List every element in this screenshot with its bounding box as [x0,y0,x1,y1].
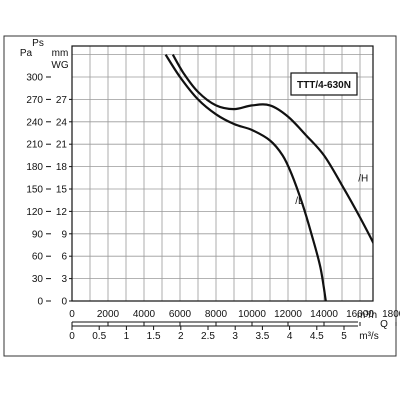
x-primary-tick-label: 2000 [97,309,120,320]
x-secondary-tick-label: 1 [124,331,130,342]
x-secondary-tick-label: 4 [287,331,293,342]
y-secondary-tick-label: 9 [61,229,67,240]
model-label: TTT/4-630N [297,80,351,91]
x-secondary-tick-label: 2 [178,331,184,342]
y-axis-label: Ps [32,38,44,49]
y-primary-tick-label: 60 [32,252,44,263]
y-secondary-unit-mm: mm [52,48,69,59]
x-secondary-tick-label: 5 [341,331,347,342]
x-primary-tick-label: 0 [69,309,75,320]
y-primary-unit: Pa [20,48,33,59]
y-primary-tick-label: 120 [26,207,43,218]
x-primary-tick-label: 16000 [346,309,374,320]
plot-border [71,45,374,302]
y-primary-tick-label: 240 [26,117,43,128]
x-primary-tick-label: 6000 [169,309,192,320]
x-primary-tick-label: 12000 [274,309,302,320]
y-primary-tick-label: 0 [37,297,43,308]
x-primary-tick-label: 8000 [205,309,228,320]
figure-frame [3,35,397,357]
x-secondary-tick-label: 3 [232,331,238,342]
y-primary-tick-label: 30 [32,274,44,285]
x-secondary-tick-label: 0.5 [92,331,106,342]
y-secondary-tick-label: 27 [56,95,68,106]
y-primary-tick-label: 90 [32,229,44,240]
y-secondary-tick-label: 0 [61,297,67,308]
x-secondary-tick-label: 0 [69,331,75,342]
model-label-box [290,72,358,96]
y-secondary-unit-wg: WG [51,60,68,71]
y-secondary-tick-label: 12 [56,207,68,218]
curve-label-h: /H [358,174,368,185]
y-secondary-tick-label: 18 [56,162,68,173]
y-primary-tick-label: 300 [26,73,43,84]
x-axis-letter: Q [380,319,388,330]
x-secondary-tick-label: 4.5 [310,331,324,342]
x-secondary-tick-label: 3.5 [255,331,269,342]
y-primary-tick-label: 210 [26,140,43,151]
x-primary-unit: m³/h [357,310,377,321]
fan-curve-l [164,54,327,301]
x-secondary-tick-label: 2.5 [201,331,215,342]
y-secondary-tick-label: 3 [61,274,67,285]
x-primary-tick-label: 10000 [238,309,266,320]
curve-label-l: /L [295,196,304,207]
y-primary-tick-label: 150 [26,185,43,196]
axis-layer: 0306090120150180210240270300036912151821… [26,73,400,343]
curve-layer [164,54,373,301]
fan-curve-h [171,54,373,245]
y-secondary-tick-label: 6 [61,252,67,263]
y-primary-tick-label: 270 [26,95,43,106]
x-primary-tick-label: 4000 [133,309,156,320]
y-primary-tick-label: 180 [26,162,43,173]
y-secondary-tick-label: 21 [56,140,68,151]
x-secondary-tick-label: 1.5 [147,331,161,342]
x-primary-tick-label: 14000 [310,309,338,320]
x-secondary-unit: m³/s [359,331,378,342]
y-secondary-tick-label: 24 [56,117,68,128]
y-secondary-tick-label: 15 [56,185,68,196]
